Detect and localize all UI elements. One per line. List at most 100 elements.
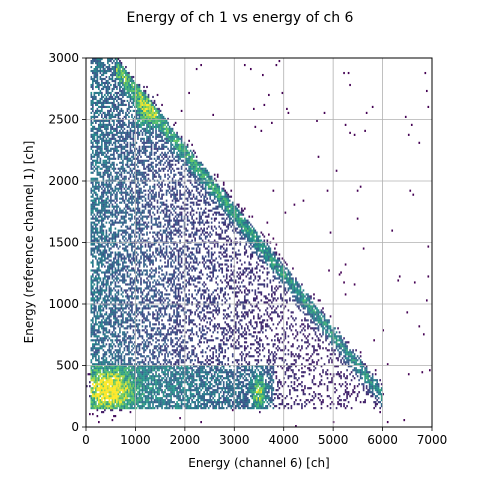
heatmap-cell [101,58,103,61]
heatmap-cell [156,217,159,220]
heatmap-cell [116,405,118,408]
heatmap-cell [153,293,156,296]
heatmap-cell [110,333,112,336]
heatmap-cell [137,149,139,152]
heatmap-cell [125,203,127,206]
heatmap-cell [99,367,102,370]
heatmap-cell [135,401,138,404]
heatmap-cell [104,273,106,276]
heatmap-cell [108,331,111,334]
heatmap-cell [99,227,102,230]
heatmap-cell [123,389,126,392]
heatmap-cell [128,295,130,298]
heatmap-cell [104,191,106,194]
heatmap-cell [104,169,106,172]
heatmap-cell [114,58,117,61]
heatmap-cell [113,153,115,156]
heatmap-cell [155,127,157,130]
heatmap-cell [143,151,145,154]
heatmap-cell [134,269,136,272]
heatmap-cell [137,131,139,134]
heatmap-cell [146,173,148,176]
heatmap-cell [92,327,94,330]
heatmap-cell [162,117,165,120]
heatmap-cell [90,119,93,122]
heatmap-cell [96,365,99,368]
heatmap-cell [128,387,130,390]
heatmap-cell [125,403,127,406]
heatmap-cell [134,381,136,384]
heatmap-cell [90,207,93,210]
heatmap-cell [126,227,129,230]
heatmap-cell [114,79,117,83]
heatmap-cell [92,181,94,184]
heatmap-cell [137,193,139,196]
heatmap-cell [95,401,97,404]
heatmap-cell [129,397,132,400]
heatmap-cell [141,311,144,314]
heatmap-cell [135,271,138,274]
heatmap-cell [113,333,115,336]
heatmap-cell [149,377,151,380]
heatmap-cell [119,399,121,402]
heatmap-cell [134,235,136,238]
heatmap-cell [108,271,111,274]
heatmap-cell [93,119,96,122]
heatmap-cell [144,221,147,224]
heatmap-cell [104,127,106,130]
heatmap-cell [137,205,139,208]
heatmap-cell [138,233,141,236]
heatmap-cell [147,105,150,109]
heatmap-cell [108,191,111,194]
heatmap-cell [161,155,163,158]
heatmap-cell [143,349,145,352]
heatmap-cell [147,361,150,364]
heatmap-cell [95,383,97,386]
heatmap-cell [108,183,111,186]
heatmap-cell [104,299,106,302]
heatmap-cell [149,283,151,286]
heatmap-cell [138,115,141,118]
heatmap-cell [159,183,162,186]
heatmap-cell [129,389,132,392]
heatmap-cell [129,239,132,242]
heatmap-cell [158,271,160,274]
heatmap-cell [150,335,153,338]
heatmap-cell [98,421,100,424]
heatmap-cell [141,209,144,212]
heatmap-cell [96,58,99,61]
heatmap-cell [113,149,115,152]
heatmap-cell [120,69,123,73]
heatmap-cell [92,129,94,132]
heatmap-cell [90,129,93,132]
heatmap-cell [132,141,135,144]
heatmap-cell [98,165,100,168]
heatmap-cell [158,383,160,386]
heatmap-cell [101,153,103,156]
heatmap-cell [135,323,138,326]
heatmap-cell [98,245,100,248]
heatmap-cell [161,389,163,392]
heatmap-cell [125,279,127,282]
heatmap-cell [128,383,130,386]
heatmap-cell [120,343,123,346]
heatmap-cell [111,393,114,396]
heatmap-cell [120,73,123,77]
heatmap-cell [120,125,123,128]
heatmap-cell [128,311,130,314]
heatmap-cell [99,135,102,138]
heatmap-cell [155,219,157,222]
heatmap-cell [98,203,100,206]
heatmap-cell [123,181,126,184]
heatmap-cell [153,199,156,202]
heatmap-cell [116,355,118,358]
heatmap-cell [149,383,151,386]
heatmap-cell [141,151,144,154]
heatmap-cell [102,103,105,107]
heatmap-cell [152,349,154,352]
heatmap-cell [159,363,162,366]
heatmap-cell [93,233,96,236]
heatmap-cell [126,87,129,91]
heatmap-cell [156,339,159,342]
heatmap-cell [150,125,153,128]
